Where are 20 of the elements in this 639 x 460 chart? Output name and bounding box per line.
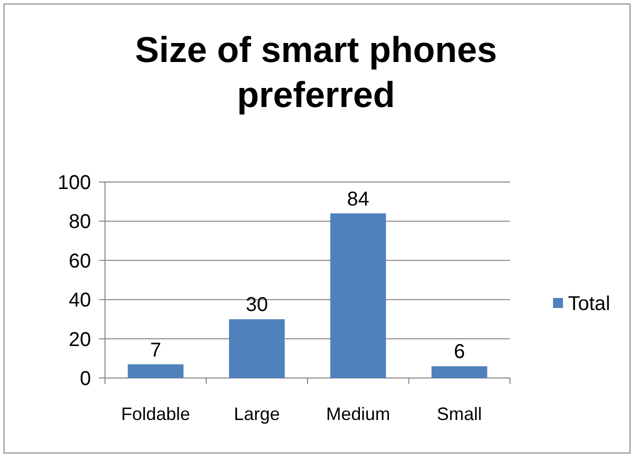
x-tick-label: Large (234, 404, 280, 424)
y-tick-label: 40 (68, 290, 91, 312)
y-tick-label: 60 (68, 250, 91, 272)
y-tick-label: 100 (58, 172, 91, 194)
bar (128, 364, 184, 378)
chart-title: Size of smart phones preferred (134, 29, 498, 115)
data-label: 30 (246, 294, 268, 316)
y-tick-label: 0 (80, 368, 91, 390)
x-tick-label: Foldable (121, 404, 190, 424)
data-label: 6 (454, 341, 465, 364)
x-tick-label: Medium (326, 404, 390, 424)
x-tick-label: Small (436, 404, 482, 424)
bar (330, 213, 386, 378)
y-tick-label: 80 (68, 211, 91, 234)
bar (229, 319, 285, 378)
legend-label: Total (568, 293, 610, 315)
data-label: 84 (347, 188, 370, 210)
data-label: 7 (150, 339, 162, 362)
bar (432, 366, 488, 378)
y-tick-label: 20 (68, 328, 91, 351)
